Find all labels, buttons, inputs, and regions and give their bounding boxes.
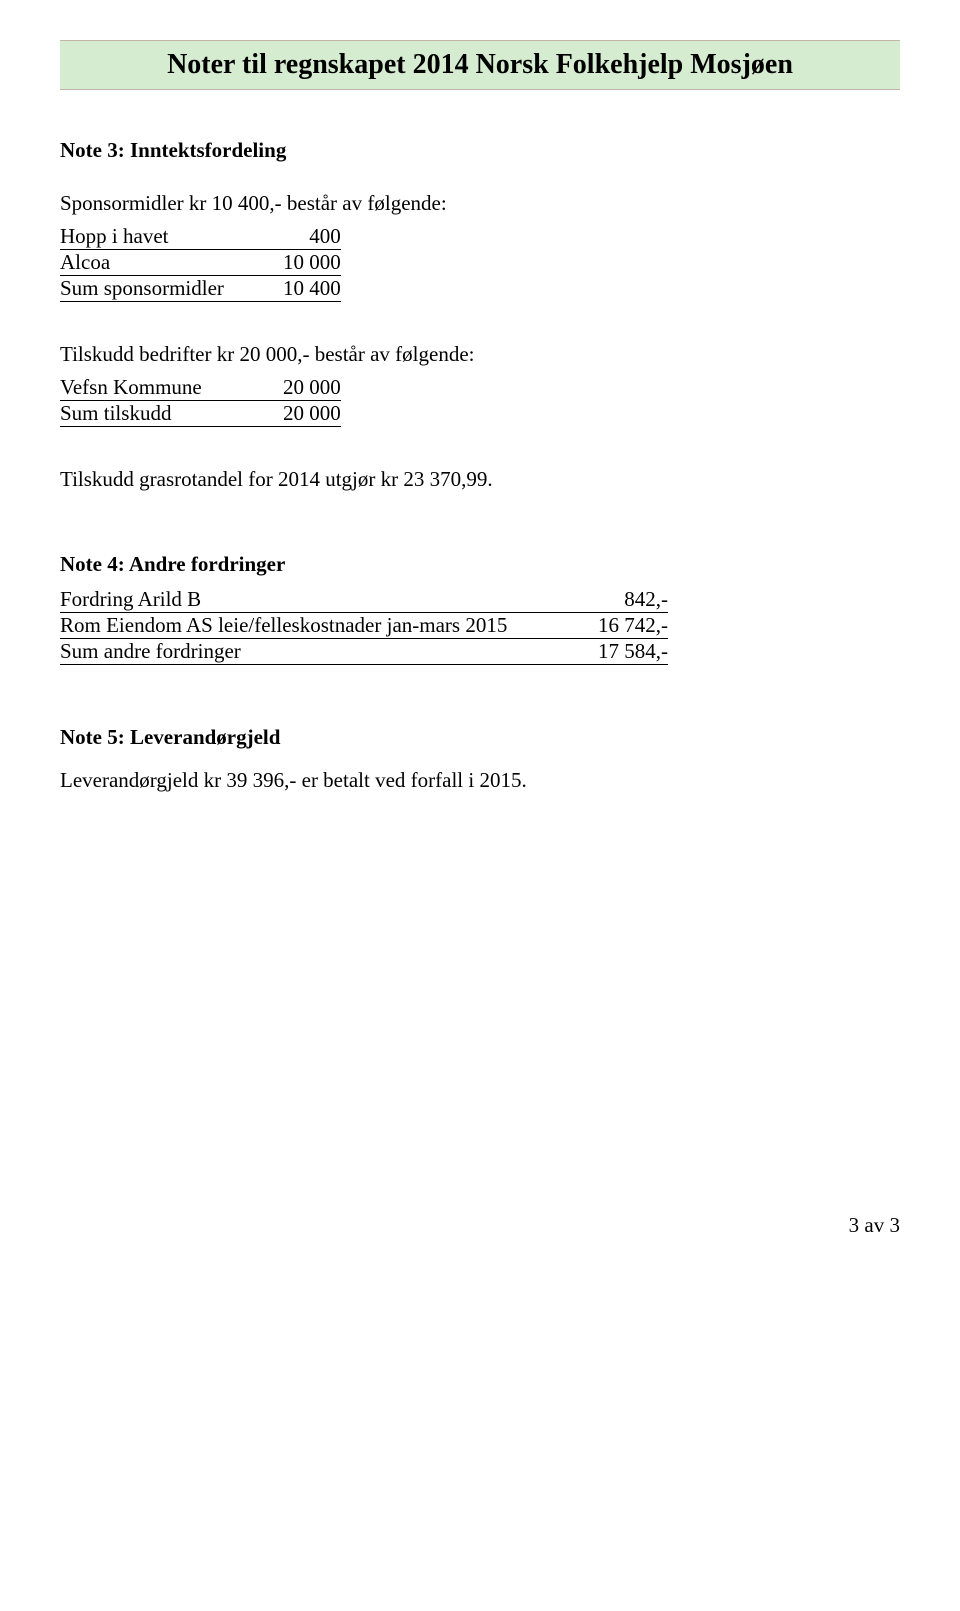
fordring-value: 842,- (568, 587, 668, 613)
tilskudd-label: Vefsn Kommune (60, 375, 253, 401)
tilskudd-value: 20 000 (253, 401, 341, 427)
table-row: Fordring Arild B 842,- (60, 587, 668, 613)
table-row: Vefsn Kommune 20 000 (60, 375, 341, 401)
table-row: Rom Eiendom AS leie/felleskostnader jan-… (60, 613, 668, 639)
table-row: Alcoa 10 000 (60, 250, 341, 276)
fordring-label: Sum andre fordringer (60, 639, 568, 665)
table-row: Sum andre fordringer 17 584,- (60, 639, 668, 665)
sponsor-value: 400 (253, 224, 341, 250)
tilskudd-label: Sum tilskudd (60, 401, 253, 427)
sponsor-table: Hopp i havet 400 Alcoa 10 000 Sum sponso… (60, 224, 341, 302)
tilskudd-intro: Tilskudd bedrifter kr 20 000,- består av… (60, 342, 900, 367)
page-title: Noter til regnskapet 2014 Norsk Folkehje… (167, 49, 793, 80)
sponsor-value: 10 000 (253, 250, 341, 276)
sponsor-intro: Sponsormidler kr 10 400,- består av følg… (60, 191, 900, 216)
title-bar: Noter til regnskapet 2014 Norsk Folkehje… (60, 40, 900, 90)
note-5-heading: Note 5: Leverandørgjeld (60, 725, 900, 750)
fordring-value: 16 742,- (568, 613, 668, 639)
sponsor-label: Alcoa (60, 250, 253, 276)
sponsor-label: Sum sponsormidler (60, 276, 253, 302)
note-4-heading: Note 4: Andre fordringer (60, 552, 900, 577)
note-5-body: Leverandørgjeld kr 39 396,- er betalt ve… (60, 768, 900, 793)
table-row: Hopp i havet 400 (60, 224, 341, 250)
note-4-section: Note 4: Andre fordringer Fordring Arild … (60, 552, 900, 665)
note-3-section: Note 3: Inntektsfordeling Sponsormidler … (60, 138, 900, 492)
fordring-label: Fordring Arild B (60, 587, 568, 613)
table-row: Sum tilskudd 20 000 (60, 401, 341, 427)
sponsor-value: 10 400 (253, 276, 341, 302)
sponsor-label: Hopp i havet (60, 224, 253, 250)
note-3-heading: Note 3: Inntektsfordeling (60, 138, 900, 163)
page-footer: 3 av 3 (60, 1213, 900, 1238)
fordring-label: Rom Eiendom AS leie/felleskostnader jan-… (60, 613, 568, 639)
table-row: Sum sponsormidler 10 400 (60, 276, 341, 302)
fordringer-table: Fordring Arild B 842,- Rom Eiendom AS le… (60, 587, 668, 665)
tilskudd-value: 20 000 (253, 375, 341, 401)
grasrot-text: Tilskudd grasrotandel for 2014 utgjør kr… (60, 467, 900, 492)
page: Noter til regnskapet 2014 Norsk Folkehje… (0, 0, 960, 1268)
tilskudd-table: Vefsn Kommune 20 000 Sum tilskudd 20 000 (60, 375, 341, 427)
page-number: 3 av 3 (849, 1213, 900, 1237)
fordring-value: 17 584,- (568, 639, 668, 665)
note-5-section: Note 5: Leverandørgjeld Leverandørgjeld … (60, 725, 900, 793)
